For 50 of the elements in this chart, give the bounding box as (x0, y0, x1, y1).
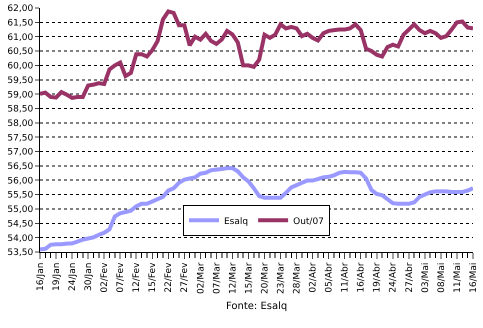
x-tick-label: 02/Mar (196, 262, 206, 294)
y-tick-label: 62,00 (7, 4, 34, 14)
x-tick-label: 16/Jan (36, 262, 46, 291)
x-tick-label: 28/Mar (292, 262, 303, 294)
x-tick-label: 19/Jan (52, 262, 62, 291)
x-tick-label: 15/Mar (244, 262, 254, 294)
x-tick-label: 02/Fev (100, 262, 110, 293)
x-tick-label: 05/Abr (324, 262, 335, 293)
y-tick-label: 59,50 (7, 76, 34, 86)
x-tick-label: 11/Mai (452, 262, 463, 293)
line-series (40, 9, 473, 100)
y-tick-label: 58,00 (7, 118, 34, 129)
y-tick-label: 60,50 (7, 47, 34, 58)
y-tick-label: 56,00 (7, 176, 34, 186)
y-tick-label: 58,50 (7, 104, 34, 115)
y-tick-label: 55,00 (7, 205, 34, 216)
y-tick-label: 57,50 (7, 133, 34, 144)
x-tick-label: 19/Abr (372, 262, 383, 293)
y-tick-label: 53,50 (7, 248, 34, 258)
legend-label: Esalq (224, 216, 248, 227)
y-tick-label: 60,00 (7, 62, 34, 72)
x-tick-label: 02/Abr (308, 262, 319, 293)
x-tick-label: 11/Abr (340, 262, 351, 293)
x-tick-label: 24/Abr (388, 262, 399, 293)
x-tick-label: 15/Fev (148, 262, 158, 293)
y-tick-label: 57,00 (7, 148, 34, 158)
y-tick-label: 56,50 (7, 162, 34, 172)
source-note: Fonte: Esalq (226, 301, 288, 312)
x-tick-label: 27/Fev (180, 262, 190, 293)
y-tick-label: 61,00 (7, 32, 34, 43)
y-tick-label: 61,50 (7, 18, 34, 28)
legend-label: Out/07 (293, 216, 324, 227)
y-tick-label: 54,00 (7, 234, 34, 244)
x-tick-label: 08/Mai (436, 262, 447, 293)
x-tick-label: 07/Mar (212, 262, 222, 294)
x-tick-label: 30/Jan (84, 262, 94, 291)
y-tick-label: 55,50 (7, 190, 34, 201)
x-tick-label: 27/Abr (404, 262, 415, 293)
x-tick-label: 20/Mar (260, 262, 270, 294)
x-tick-label: 16/Mai (468, 262, 479, 293)
x-tick-label: 12/Mar (228, 262, 238, 294)
y-tick-label: 59,00 (7, 90, 34, 100)
x-tick-label: 12/Fev (132, 262, 142, 293)
x-tick-label: 03/Mai (420, 262, 431, 293)
x-tick-label: 07/Fev (116, 262, 126, 293)
x-tick-label: 16/Abr (356, 262, 367, 293)
x-tick-label: 22/Fev (164, 262, 174, 293)
y-tick-label: 54,50 (7, 219, 34, 230)
x-tick-label: 24/Jan (68, 262, 78, 291)
x-tick-label: 23/Mar (276, 262, 286, 294)
